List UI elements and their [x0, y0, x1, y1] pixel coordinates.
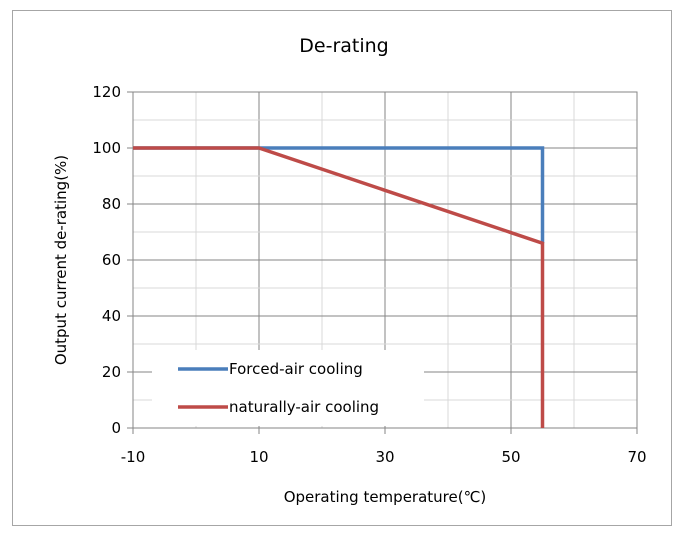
- y-tick-label: 40: [102, 307, 121, 325]
- x-tick-label: 30: [375, 448, 394, 466]
- chart-frame: [12, 10, 672, 526]
- chart-title: De-rating: [299, 35, 388, 57]
- series-lines: [133, 146, 545, 428]
- y-tick-label: 80: [102, 195, 121, 213]
- x-tick-label: -10: [121, 448, 146, 466]
- x-tick-label: 70: [627, 448, 646, 466]
- y-axis-label: Output current de-rating(%): [52, 155, 70, 365]
- legend: Forced-air cooling naturally-air cooling: [152, 350, 424, 426]
- y-tick-label: 120: [92, 83, 121, 101]
- tick-labels: -10 10 30 50 70 0 20 40 60 80 100 120: [92, 83, 646, 466]
- y-tick-label: 60: [102, 251, 121, 269]
- y-tick-label: 100: [92, 139, 121, 157]
- y-tick-label: 0: [111, 419, 121, 437]
- series-line-1: [133, 146, 545, 244]
- x-axis-label: Operating temperature(℃): [284, 488, 487, 506]
- legend-entry: naturally-air cooling: [229, 398, 379, 416]
- x-tick-label: 50: [501, 448, 520, 466]
- series-line-2: [133, 146, 545, 428]
- legend-entry: Forced-air cooling: [229, 360, 363, 378]
- y-tick-label: 20: [102, 363, 121, 381]
- legend-box: [152, 350, 424, 426]
- x-tick-label: 10: [249, 448, 268, 466]
